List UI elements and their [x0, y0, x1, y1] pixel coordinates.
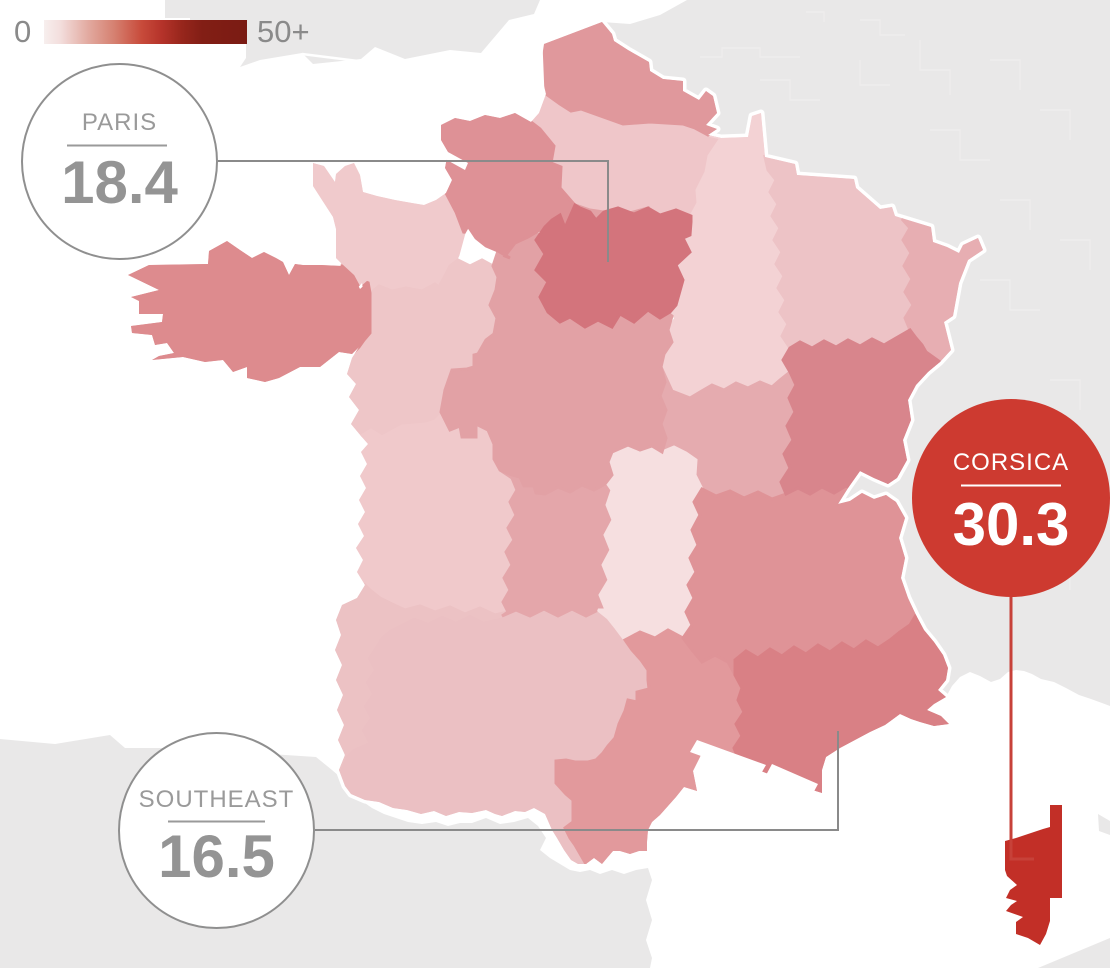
svg-text:50+: 50+	[257, 14, 310, 49]
svg-text:18.4: 18.4	[61, 149, 178, 216]
svg-text:0: 0	[14, 14, 31, 49]
svg-text:SOUTHEAST: SOUTHEAST	[139, 786, 295, 813]
svg-text:PARIS: PARIS	[82, 109, 157, 136]
svg-text:30.3: 30.3	[953, 491, 1070, 558]
svg-text:16.5: 16.5	[158, 823, 275, 890]
svg-text:CORSICA: CORSICA	[953, 449, 1069, 476]
